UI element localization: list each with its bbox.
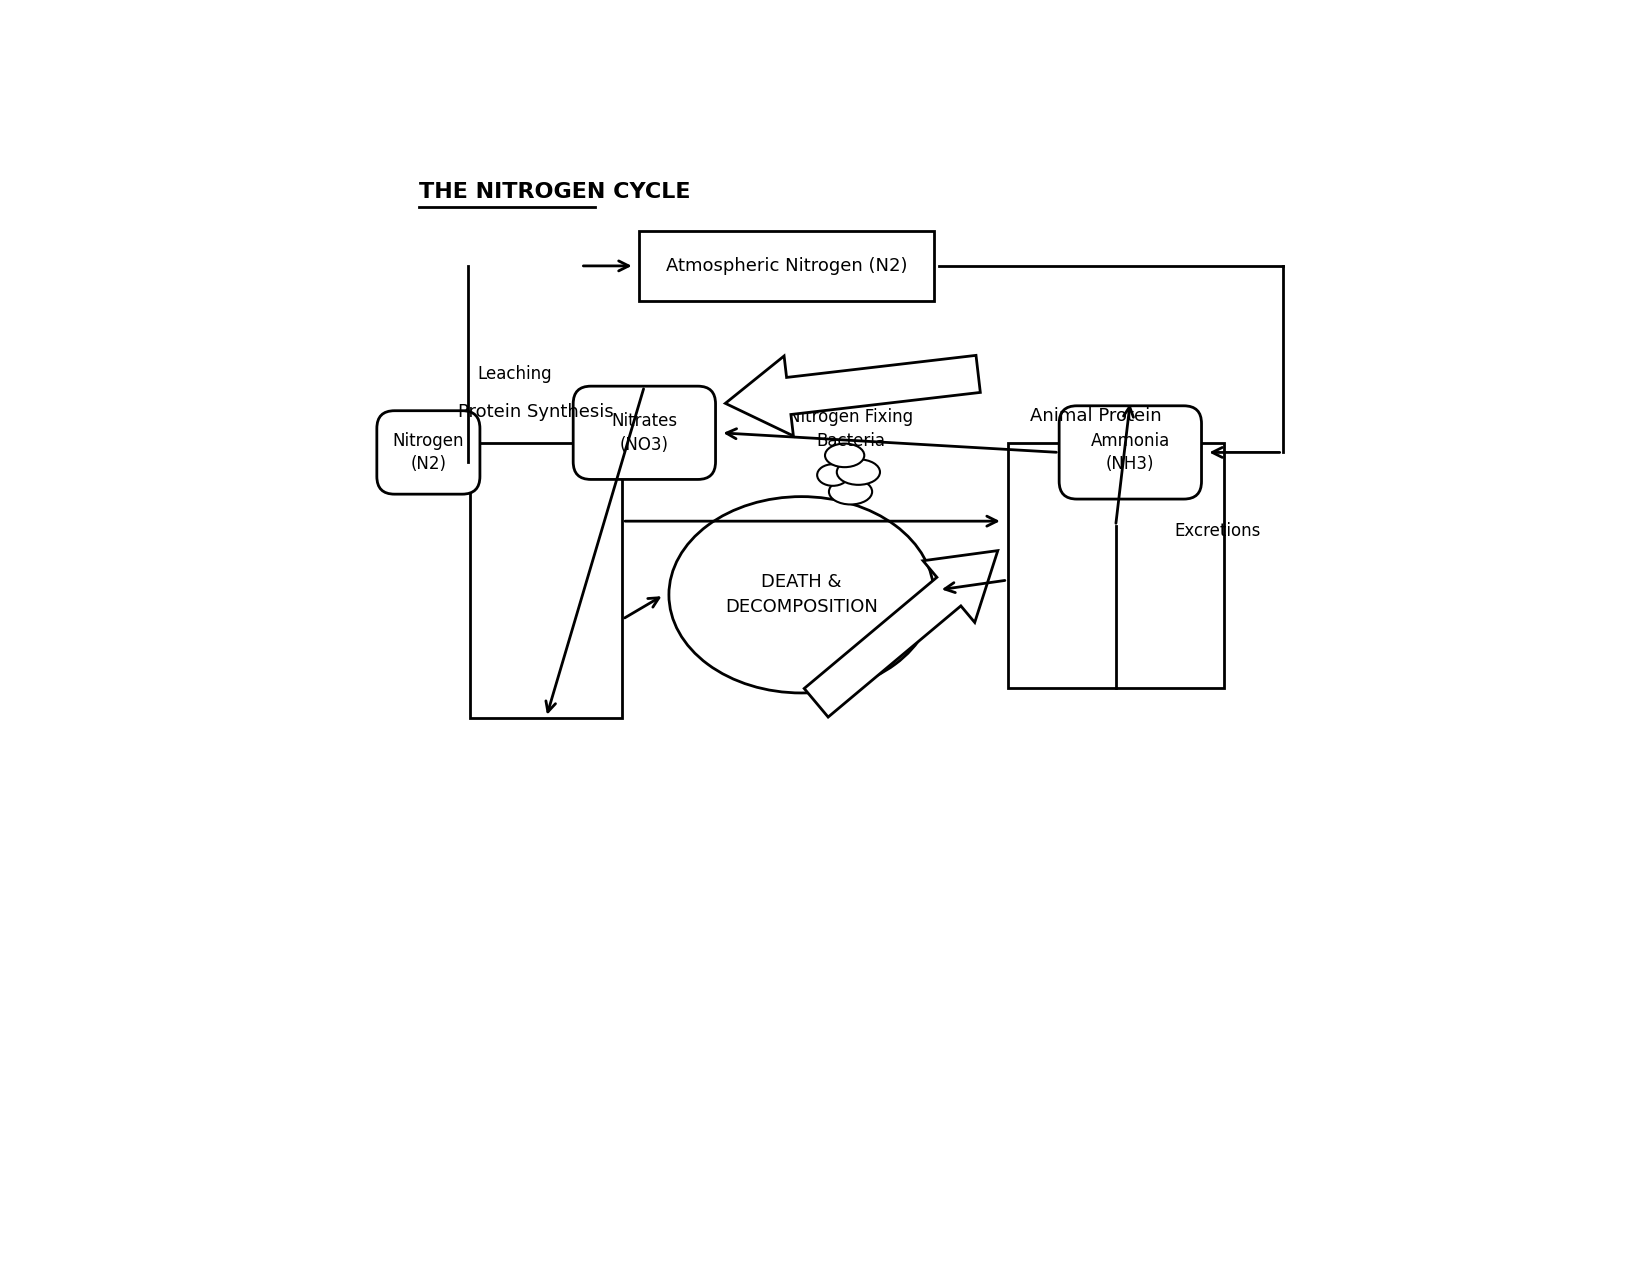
Polygon shape xyxy=(804,551,998,717)
Text: Atmospheric Nitrogen (N2): Atmospheric Nitrogen (N2) xyxy=(667,256,908,275)
FancyBboxPatch shape xyxy=(1008,442,1224,688)
Ellipse shape xyxy=(837,459,879,484)
Ellipse shape xyxy=(828,479,873,505)
Polygon shape xyxy=(726,356,980,436)
Text: Ammonia
(NH3): Ammonia (NH3) xyxy=(1091,432,1170,473)
Text: Nitrates
(NO3): Nitrates (NO3) xyxy=(610,412,678,454)
Text: THE NITROGEN CYCLE: THE NITROGEN CYCLE xyxy=(419,182,690,203)
FancyBboxPatch shape xyxy=(376,411,480,495)
Text: Nitrogen Fixing
Bacteria: Nitrogen Fixing Bacteria xyxy=(789,408,912,450)
Text: DEATH &
DECOMPOSITION: DEATH & DECOMPOSITION xyxy=(724,574,878,616)
Ellipse shape xyxy=(817,464,848,486)
Text: Leaching: Leaching xyxy=(477,365,553,382)
Text: Excretions: Excretions xyxy=(1175,521,1261,541)
Text: Protein Synthesis: Protein Synthesis xyxy=(459,403,614,421)
FancyBboxPatch shape xyxy=(1059,405,1201,499)
FancyBboxPatch shape xyxy=(470,442,622,718)
FancyBboxPatch shape xyxy=(573,386,716,479)
Text: Animal Protein: Animal Protein xyxy=(1030,407,1162,425)
Ellipse shape xyxy=(825,444,865,467)
Ellipse shape xyxy=(668,496,934,692)
Text: Nitrogen
(N2): Nitrogen (N2) xyxy=(393,432,464,473)
FancyBboxPatch shape xyxy=(640,231,934,301)
